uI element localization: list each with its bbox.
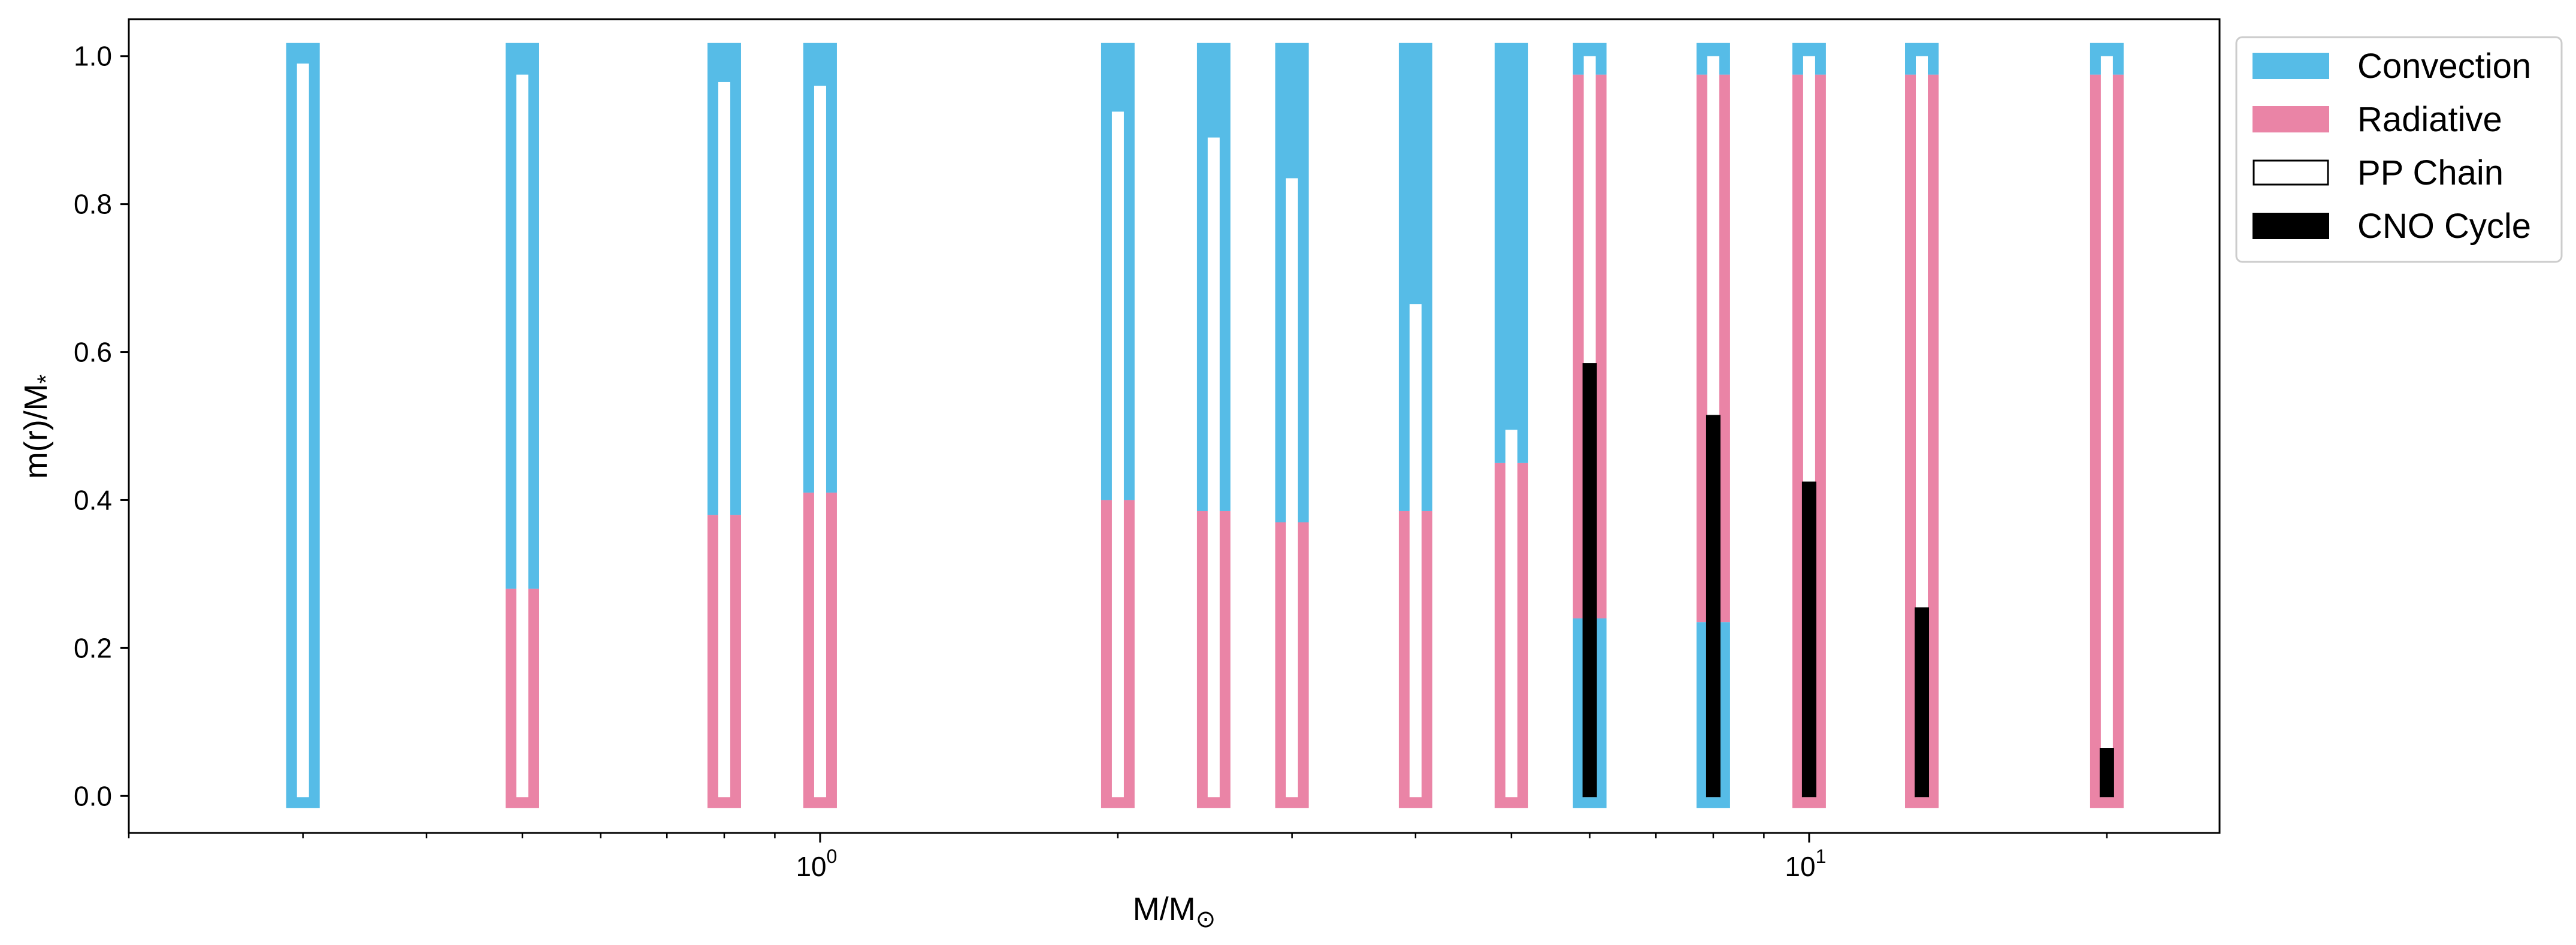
legend: Convection Radiative PP Chain CNO Cycle	[2235, 36, 2563, 263]
pp-chain-region	[1111, 111, 1124, 798]
plot-area	[286, 43, 2124, 808]
y-tick-label: 0.8	[74, 189, 112, 220]
legend-label-convection: Convection	[2357, 47, 2531, 86]
star-bar	[803, 43, 837, 808]
plot-frame	[128, 18, 2221, 834]
cno-cycle-region	[1582, 363, 1597, 798]
legend-label-radiative: Radiative	[2357, 100, 2502, 139]
x-tick-label: 100	[796, 846, 837, 882]
legend-swatch-radiative	[2253, 106, 2329, 132]
star-subscript: *	[33, 375, 59, 384]
y-tick-label: 0.0	[74, 780, 112, 811]
x-tick-label: 101	[1785, 846, 1826, 882]
star-bar	[1100, 43, 1135, 808]
star-bar	[1573, 43, 1607, 808]
star-bar	[707, 43, 741, 808]
legend-label-cno-cycle: CNO Cycle	[2357, 207, 2531, 246]
pp-chain-region	[1505, 430, 1517, 798]
y-axis: 0.0 0.2 0.4 0.6 0.8 1.0	[74, 41, 129, 811]
y-tick-label: 1.0	[74, 41, 112, 72]
legend-swatch-convection	[2253, 53, 2329, 79]
legend-frame	[2235, 36, 2563, 263]
star-bar	[1792, 43, 1826, 808]
zone-convection	[1494, 43, 1528, 463]
star-bar	[286, 43, 320, 808]
x-axis-label: M/M⊙	[1133, 891, 1216, 932]
star-bar	[1494, 43, 1528, 808]
legend-swatch-cno-cycle	[2253, 213, 2329, 239]
y-tick-label: 0.6	[74, 337, 112, 368]
y-tick-label: 0.2	[74, 632, 112, 663]
y-tick-label: 0.4	[74, 484, 112, 515]
star-bar	[1905, 43, 1939, 808]
pp-chain-region	[297, 64, 309, 798]
x-axis-label-text: M/M	[1133, 891, 1196, 927]
pp-chain-region	[1286, 178, 1298, 798]
star-bar	[2090, 43, 2124, 808]
pp-chain-region	[516, 74, 528, 798]
pp-chain-region	[2100, 56, 2113, 798]
pp-chain-region	[1409, 304, 1422, 798]
pp-chain-region	[1207, 137, 1220, 798]
star-bar	[505, 43, 539, 808]
y-axis-label-text: m(r)/M	[18, 384, 54, 479]
star-bar	[1696, 43, 1730, 808]
y-axis-label: m(r)/M*	[18, 375, 59, 479]
star-bar	[1398, 43, 1432, 808]
cno-cycle-region	[2099, 748, 2114, 798]
cno-cycle-region	[1801, 481, 1816, 798]
x-axis: 100 101	[128, 833, 2108, 882]
legend-swatch-pp-chain	[2253, 159, 2329, 186]
star-bar	[1275, 43, 1309, 808]
sun-symbol: ⊙	[1196, 906, 1216, 932]
pp-chain-region	[718, 81, 730, 798]
pp-chain-region	[814, 86, 826, 798]
star-bar	[1196, 43, 1230, 808]
cno-cycle-region	[1915, 607, 1930, 798]
legend-label-pp-chain: PP Chain	[2357, 153, 2504, 192]
cno-cycle-region	[1706, 415, 1721, 798]
